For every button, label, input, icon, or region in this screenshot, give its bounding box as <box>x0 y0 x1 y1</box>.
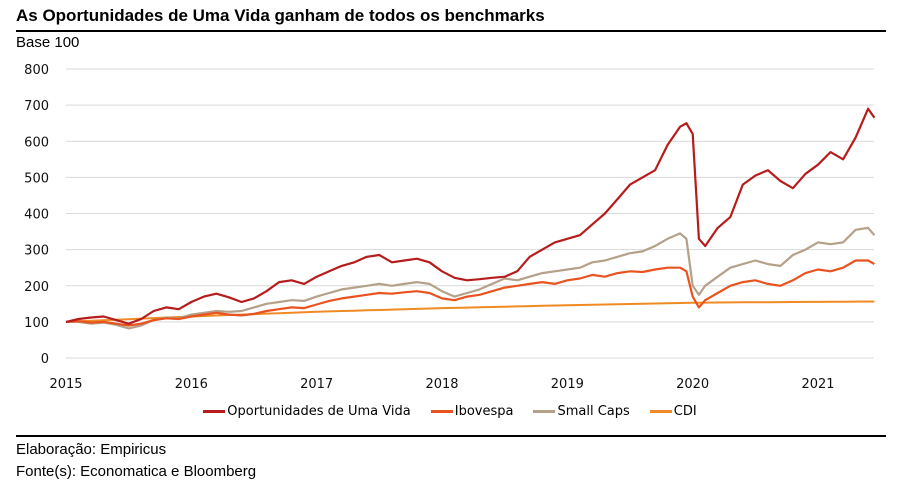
legend-label: CDI <box>673 404 697 419</box>
y-tick-label: 0 <box>41 352 49 367</box>
legend-swatch <box>430 410 453 413</box>
chart-title: As Oportunidades de Uma Vida ganham de t… <box>16 6 545 25</box>
legend-label: Ibovespa <box>454 404 514 419</box>
gridlines <box>66 68 874 359</box>
legend-item: Small Caps <box>533 404 630 419</box>
legend-label: Oportunidades de Uma Vida <box>227 404 411 419</box>
legend-swatch <box>533 410 556 413</box>
legend-item: Ibovespa <box>430 404 514 419</box>
series-line-ibovespa <box>65 259 875 327</box>
y-axis-ticks: 0 100 200 300 400 500 600 700 800 <box>24 63 49 367</box>
footer-rule <box>16 435 886 437</box>
y-tick-label: 200 <box>24 280 49 295</box>
y-tick-label: 700 <box>24 99 49 114</box>
y-tick-label: 500 <box>24 171 49 186</box>
legend-item: CDI <box>649 404 697 419</box>
legend-label: Small Caps <box>557 404 630 419</box>
series-line-small-caps <box>66 226 876 330</box>
x-tick-label: 2018 <box>425 377 458 390</box>
footer-credit: Elaboração: Empiricus <box>16 441 167 458</box>
title-rule <box>16 30 886 32</box>
x-tick-label: 2019 <box>551 377 584 390</box>
x-tick-label: 2017 <box>300 377 333 390</box>
y-axis-label: Base 100 <box>16 34 80 51</box>
y-tick-label: 100 <box>24 316 49 331</box>
x-tick-label: 2021 <box>801 377 834 390</box>
y-tick-label: 300 <box>24 244 49 259</box>
series-lines <box>65 107 876 330</box>
y-tick-label: 400 <box>24 208 49 223</box>
y-tick-label: 800 <box>24 63 49 78</box>
series-line-oportunidades-de-uma-vida <box>65 107 876 325</box>
x-axis-ticks: 2015 2016 2017 2018 2019 2020 2021 <box>49 377 834 390</box>
legend: Oportunidades de Uma Vida Ibovespa Small C… <box>0 404 900 419</box>
legend-swatch <box>203 410 226 413</box>
legend-swatch <box>649 410 672 413</box>
footer-source: Fonte(s): Economatica e Bloomberg <box>16 463 257 480</box>
y-tick-label: 600 <box>24 135 49 150</box>
x-tick-label: 2020 <box>676 377 709 390</box>
series-line-cdi <box>65 300 875 323</box>
legend-item: Oportunidades de Uma Vida <box>203 404 411 419</box>
x-tick-label: 2015 <box>49 377 82 390</box>
x-tick-label: 2016 <box>175 377 208 390</box>
